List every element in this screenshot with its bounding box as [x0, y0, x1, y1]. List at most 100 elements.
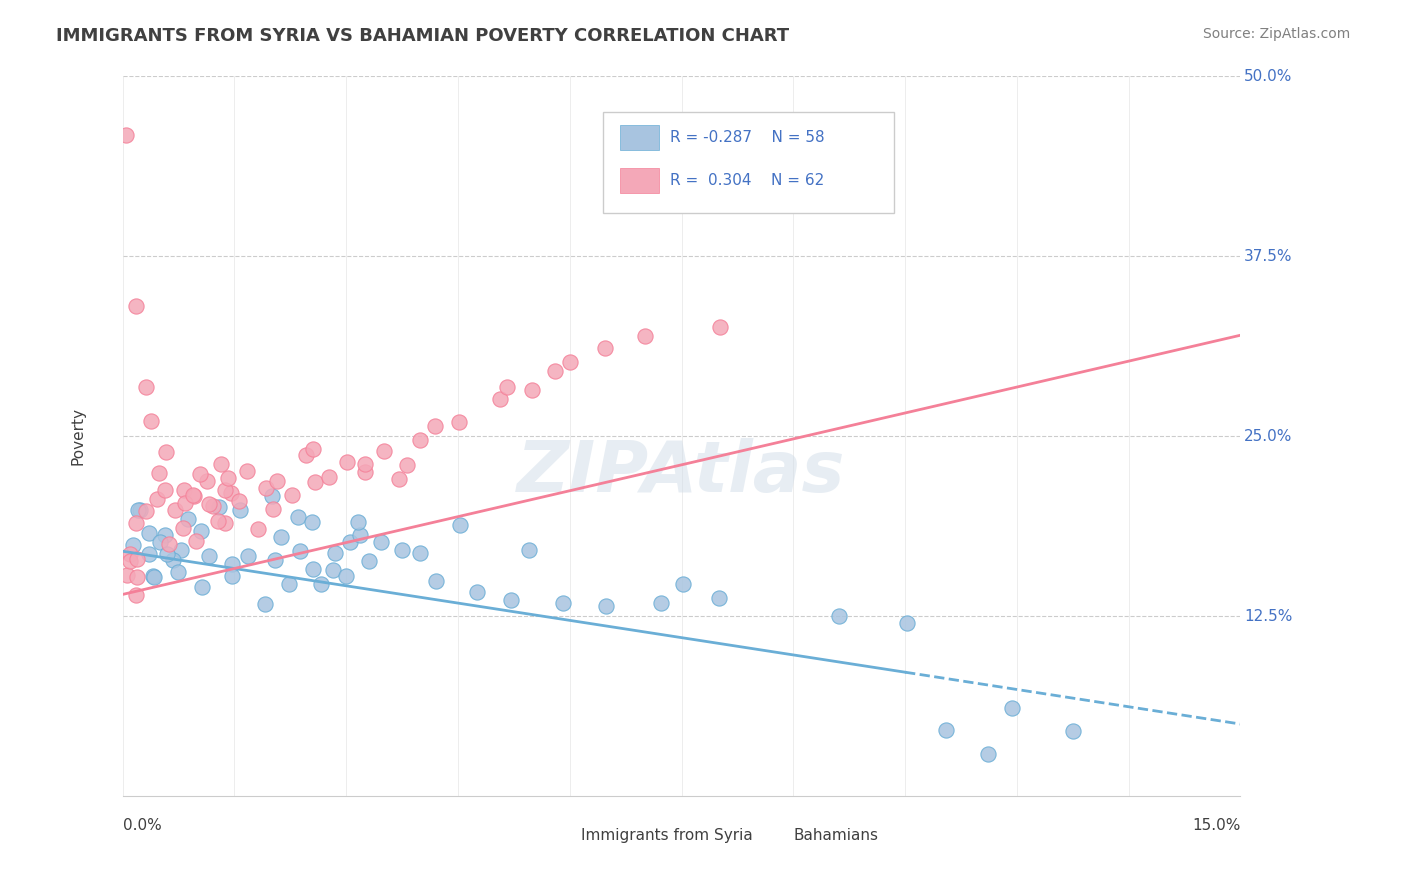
Immigrants from Syria — [262, 489, 284, 503]
Immigrants from Syria — [650, 596, 672, 610]
Text: 15.0%: 15.0% — [1192, 818, 1240, 832]
Immigrants from Syria — [707, 591, 730, 605]
Immigrants from Syria — [450, 518, 472, 533]
Immigrants from Syria — [977, 747, 1000, 761]
Text: 12.5%: 12.5% — [1244, 608, 1292, 624]
FancyBboxPatch shape — [547, 822, 575, 850]
Bahamians — [304, 475, 326, 489]
Bahamians — [496, 380, 519, 394]
Bahamians — [634, 329, 657, 343]
Bahamians — [387, 472, 409, 486]
Text: ZIPAtlas: ZIPAtlas — [517, 438, 846, 507]
Immigrants from Syria — [166, 565, 188, 579]
Immigrants from Syria — [264, 553, 287, 567]
Bahamians — [127, 552, 149, 566]
Immigrants from Syria — [1001, 700, 1024, 714]
Bahamians — [115, 128, 138, 143]
Text: Poverty: Poverty — [70, 407, 86, 465]
Bahamians — [246, 522, 269, 536]
Bahamians — [118, 547, 141, 561]
Bahamians — [409, 433, 432, 447]
Immigrants from Syria — [288, 544, 311, 558]
Bahamians — [217, 471, 239, 485]
Bahamians — [157, 537, 180, 551]
Immigrants from Syria — [208, 500, 231, 515]
Bahamians — [266, 474, 288, 488]
Immigrants from Syria — [935, 723, 957, 738]
Bahamians — [186, 534, 208, 549]
Bahamians — [155, 445, 177, 459]
Immigrants from Syria — [153, 528, 176, 542]
FancyBboxPatch shape — [620, 125, 659, 150]
Bahamians — [302, 442, 325, 456]
Bahamians — [135, 504, 157, 518]
Bahamians — [254, 481, 277, 495]
Immigrants from Syria — [229, 503, 252, 517]
Immigrants from Syria — [198, 549, 221, 564]
Immigrants from Syria — [138, 547, 160, 561]
Text: R =  0.304    N = 62: R = 0.304 N = 62 — [671, 173, 824, 188]
Bahamians — [124, 516, 146, 530]
Bahamians — [281, 487, 304, 501]
Immigrants from Syria — [177, 512, 200, 526]
Text: 37.5%: 37.5% — [1244, 249, 1292, 263]
Text: Source: ZipAtlas.com: Source: ZipAtlas.com — [1202, 27, 1350, 41]
Bahamians — [183, 488, 205, 502]
Bahamians — [115, 567, 138, 582]
Immigrants from Syria — [301, 516, 323, 530]
Immigrants from Syria — [896, 616, 918, 631]
Bahamians — [354, 458, 377, 472]
Bahamians — [335, 455, 357, 469]
Bahamians — [172, 521, 194, 535]
Immigrants from Syria — [221, 569, 243, 583]
Immigrants from Syria — [323, 546, 346, 560]
Bahamians — [353, 465, 375, 479]
Immigrants from Syria — [129, 503, 152, 517]
Immigrants from Syria — [143, 569, 166, 583]
Text: 50.0%: 50.0% — [1244, 69, 1292, 84]
Bahamians — [543, 364, 565, 378]
Immigrants from Syria — [253, 597, 276, 611]
Immigrants from Syria — [347, 515, 370, 529]
Bahamians — [214, 483, 236, 498]
Immigrants from Syria — [465, 585, 488, 599]
Immigrants from Syria — [302, 561, 325, 575]
Text: IMMIGRANTS FROM SYRIA VS BAHAMIAN POVERTY CORRELATION CHART: IMMIGRANTS FROM SYRIA VS BAHAMIAN POVERT… — [56, 27, 789, 45]
Bahamians — [135, 379, 157, 393]
Bahamians — [520, 384, 543, 398]
Immigrants from Syria — [1062, 723, 1084, 738]
Immigrants from Syria — [501, 593, 523, 607]
Immigrants from Syria — [170, 542, 193, 557]
Immigrants from Syria — [127, 503, 149, 517]
Immigrants from Syria — [278, 576, 301, 591]
Immigrants from Syria — [828, 609, 851, 624]
Bahamians — [174, 496, 197, 510]
Bahamians — [228, 494, 250, 508]
Bahamians — [139, 414, 162, 428]
Bahamians — [125, 570, 148, 584]
Immigrants from Syria — [322, 563, 344, 577]
Bahamians — [449, 415, 471, 429]
Text: R = -0.287    N = 58: R = -0.287 N = 58 — [671, 129, 825, 145]
Bahamians — [118, 554, 141, 568]
Immigrants from Syria — [595, 599, 617, 613]
Immigrants from Syria — [339, 535, 361, 549]
Immigrants from Syria — [409, 546, 432, 560]
FancyBboxPatch shape — [620, 168, 659, 193]
Bahamians — [148, 466, 170, 480]
Bahamians — [202, 500, 225, 514]
Immigrants from Syria — [335, 569, 357, 583]
Bahamians — [593, 341, 616, 355]
Bahamians — [214, 516, 236, 530]
Immigrants from Syria — [553, 596, 575, 610]
Bahamians — [153, 483, 176, 497]
Immigrants from Syria — [138, 525, 160, 540]
Bahamians — [197, 497, 219, 511]
Bahamians — [188, 467, 211, 481]
Bahamians — [195, 474, 218, 488]
Immigrants from Syria — [236, 549, 259, 563]
Bahamians — [125, 588, 148, 602]
Bahamians — [423, 418, 446, 433]
Text: Immigrants from Syria: Immigrants from Syria — [581, 828, 752, 843]
Immigrants from Syria — [672, 577, 695, 591]
